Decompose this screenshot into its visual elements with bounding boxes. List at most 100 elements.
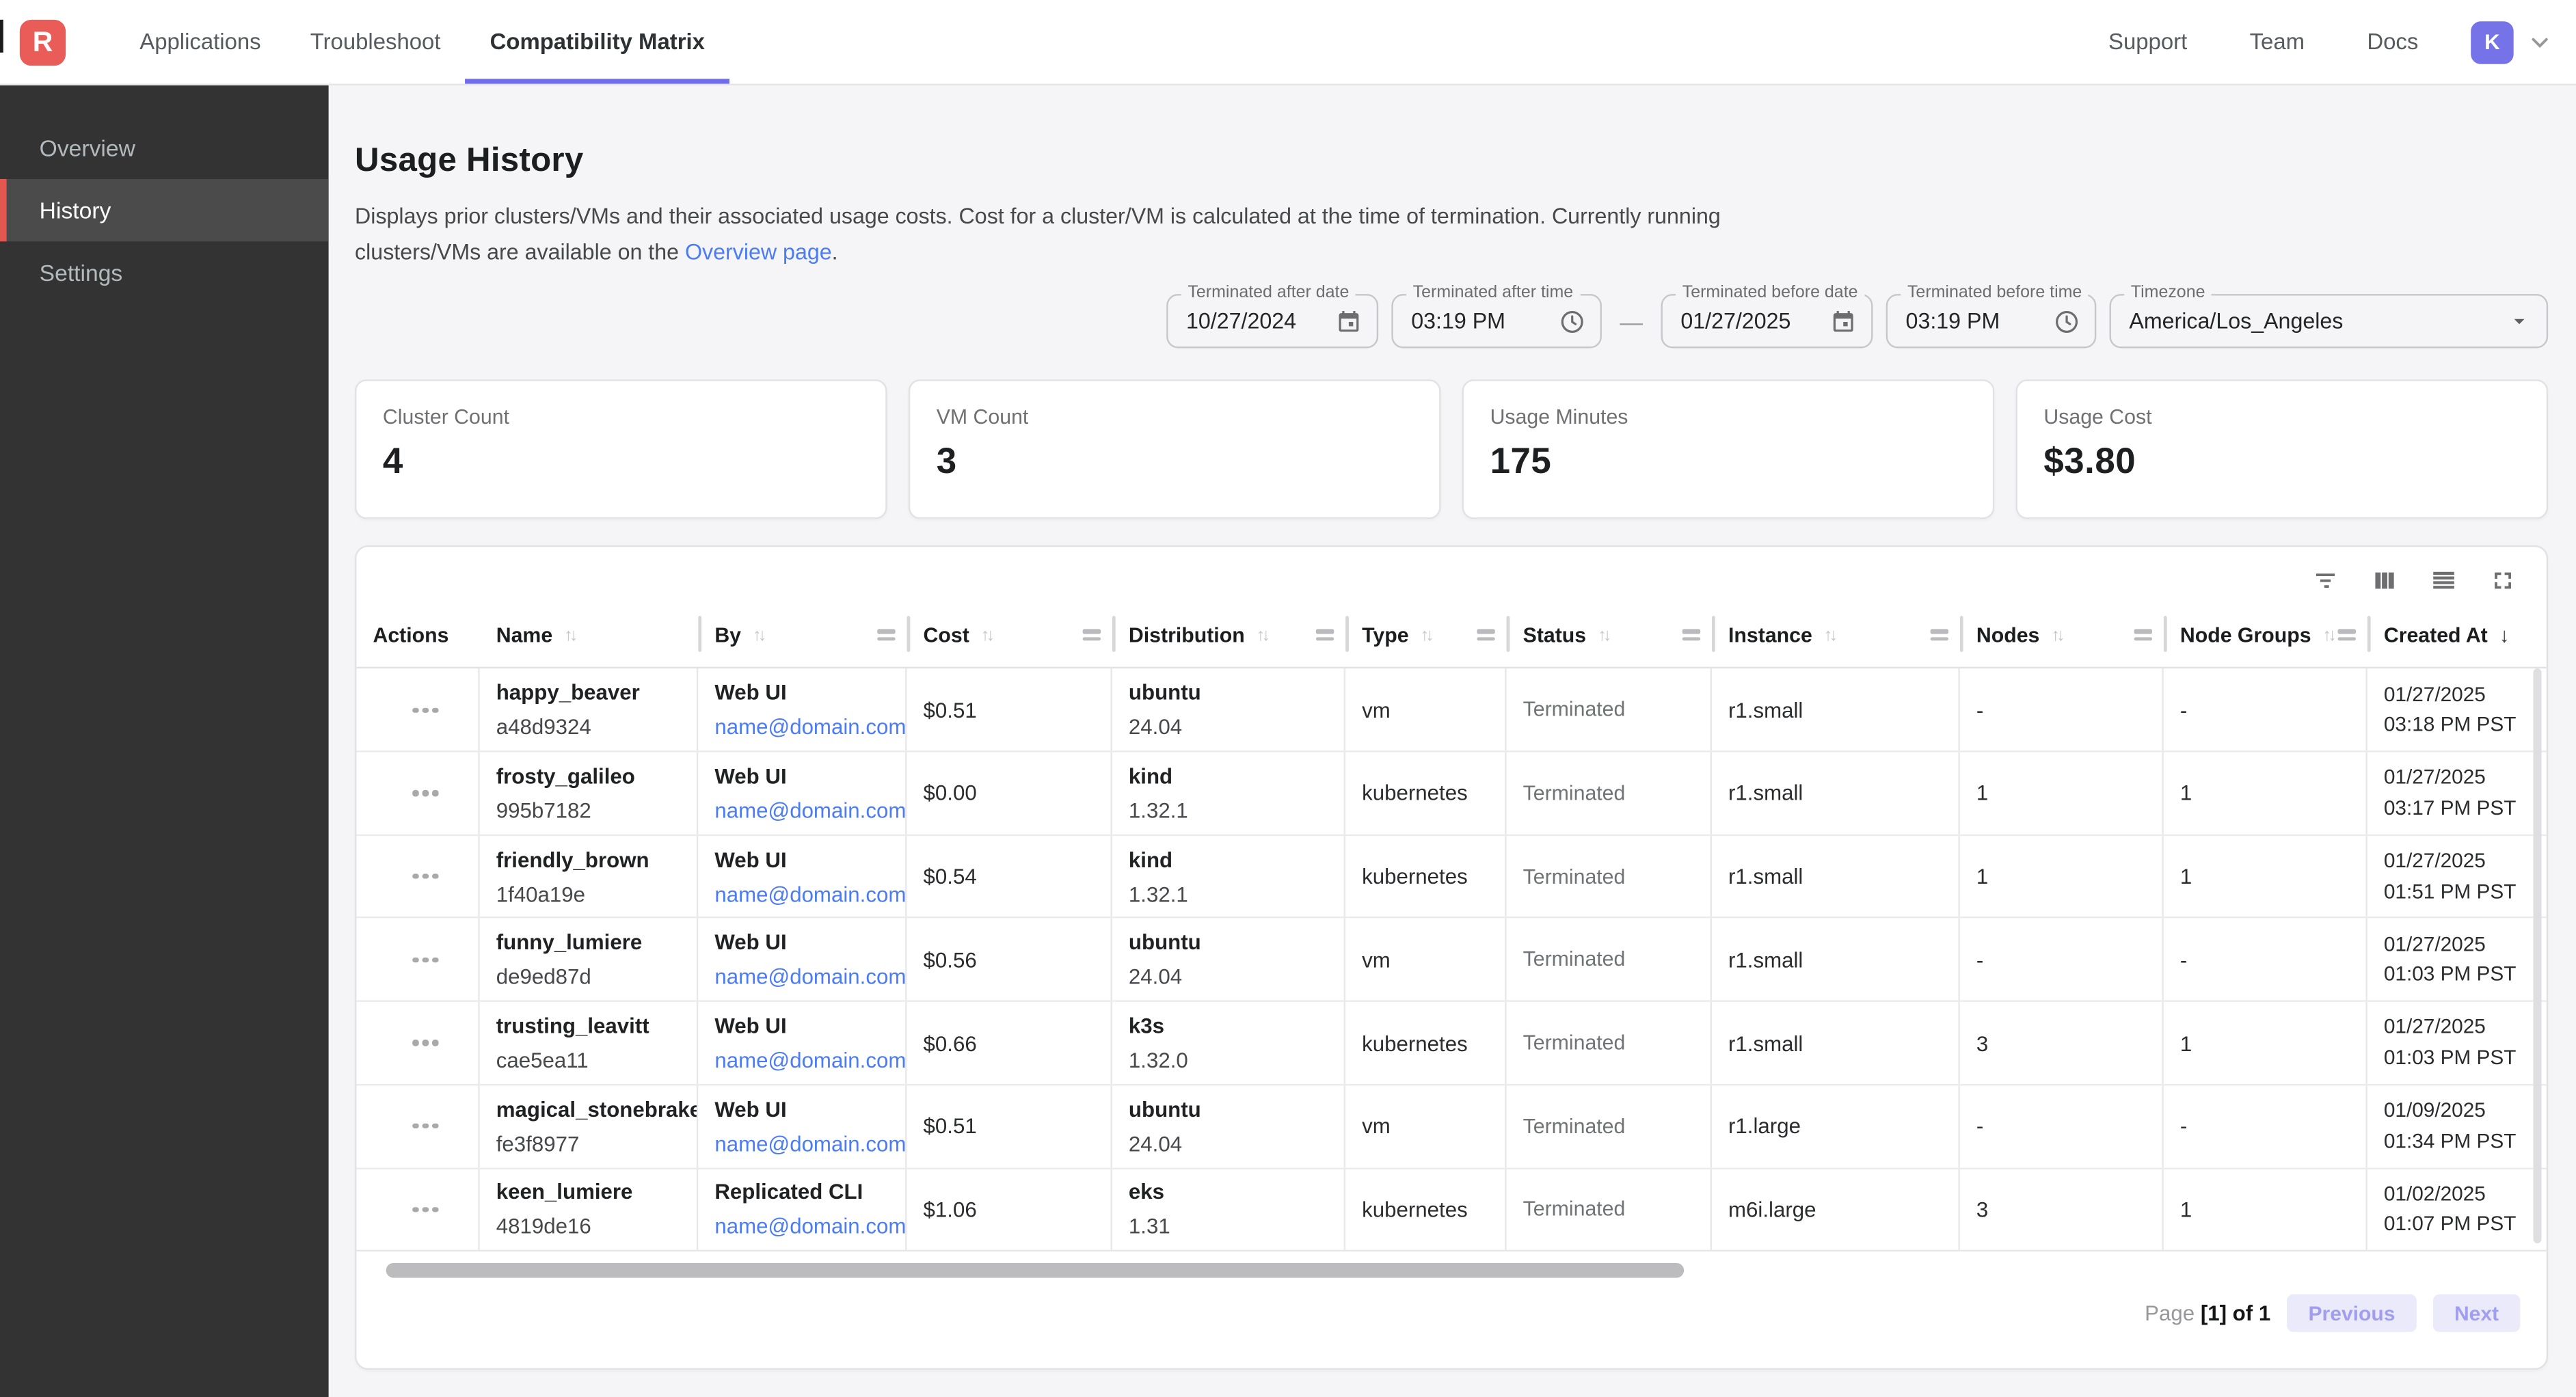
columns-icon[interactable] — [2371, 567, 2399, 595]
calendar-icon[interactable] — [1336, 309, 1362, 335]
row-actions-button[interactable] — [356, 1168, 480, 1251]
terminated-before-date-field[interactable]: Terminated before date 01/27/2025 — [1661, 284, 1873, 349]
column-menu-icon[interactable] — [2337, 629, 2356, 642]
fullscreen-icon[interactable] — [2489, 567, 2517, 595]
column-header-nodes[interactable]: Nodes ↑↓ — [1959, 603, 2164, 668]
cell-instance: m6i.large — [1712, 1168, 1960, 1251]
sort-icon[interactable]: ↑↓ — [1597, 625, 1611, 646]
column-header-distribution[interactable]: Distribution ↑↓ — [1112, 603, 1345, 668]
cell-cost: $1.06 — [907, 1168, 1112, 1251]
created-by-email-link[interactable]: name@domain.com — [714, 1130, 907, 1156]
sort-icon[interactable]: ↑↓ — [1420, 625, 1434, 646]
column-separator[interactable] — [1506, 616, 1510, 653]
nav-link-docs[interactable]: Docs — [2367, 29, 2419, 55]
created-by-email-link[interactable]: name@domain.com — [714, 964, 907, 990]
tab-troubleshoot[interactable]: Troubleshoot — [310, 29, 441, 55]
terminated-after-date-field[interactable]: Terminated after date 10/27/2024 — [1166, 284, 1379, 349]
row-actions-button[interactable] — [356, 835, 480, 918]
avatar[interactable]: K — [2471, 21, 2514, 64]
overview-page-link[interactable]: Overview page — [685, 239, 832, 265]
dropdown-arrow-icon[interactable] — [2507, 310, 2532, 334]
row-actions-button[interactable] — [356, 1085, 480, 1167]
column-separator[interactable] — [2367, 616, 2370, 653]
column-separator[interactable] — [1959, 616, 1963, 653]
nav-link-team[interactable]: Team — [2249, 29, 2305, 55]
chevron-down-icon[interactable] — [2527, 29, 2553, 55]
dot — [422, 790, 429, 796]
column-header-by[interactable]: By ↑↓ — [698, 603, 907, 668]
replicated-logo-icon[interactable]: R — [19, 18, 66, 65]
cell-instance: r1.large — [1712, 1085, 1960, 1167]
sort-icon[interactable]: ↑↓ — [980, 625, 995, 646]
dot — [422, 707, 429, 713]
column-separator[interactable] — [698, 616, 701, 653]
column-menu-icon[interactable] — [1082, 629, 1101, 642]
row-actions-button[interactable] — [356, 919, 480, 1001]
column-separator[interactable] — [1112, 616, 1115, 653]
cell-cost: $0.00 — [907, 752, 1112, 835]
created-by-email-link[interactable]: name@domain.com — [714, 1214, 907, 1239]
sort-icon[interactable]: ↑↓ — [2051, 625, 2065, 646]
terminated-after-time-field[interactable]: Terminated after time 03:19 PM — [1391, 284, 1602, 349]
sort-icon[interactable]: ↑↓ — [1256, 625, 1270, 646]
created-by-source: Web UI — [714, 763, 787, 789]
sort-icon[interactable]: ↑↓ — [1823, 625, 1838, 646]
horizontal-scrollbar[interactable] — [386, 1263, 1685, 1279]
created-by-email-link[interactable]: name@domain.com — [714, 714, 907, 740]
sidebar-item-settings[interactable]: Settings — [39, 259, 123, 286]
cell-instance: r1.small — [1712, 919, 1960, 1001]
cell-instance: r1.small — [1712, 1002, 1960, 1084]
created-by-email-link[interactable]: name@domain.com — [714, 881, 907, 906]
created-by-email-link[interactable]: name@domain.com — [714, 798, 907, 823]
column-header-status[interactable]: Status ↑↓ — [1506, 603, 1712, 668]
column-separator[interactable] — [907, 616, 910, 653]
column-menu-icon[interactable] — [877, 629, 896, 642]
column-separator[interactable] — [1711, 616, 1715, 653]
column-menu-icon[interactable] — [1930, 629, 1949, 642]
density-icon[interactable] — [2430, 567, 2458, 595]
cell-distribution: ubuntu 24.04 — [1112, 1085, 1346, 1167]
column-separator[interactable] — [2163, 616, 2166, 653]
filter-icon[interactable] — [2311, 567, 2339, 595]
column-menu-icon[interactable] — [1682, 629, 1701, 642]
sort-icon[interactable]: ↑↓ — [752, 625, 766, 646]
cell-cost: $0.51 — [907, 1085, 1112, 1167]
clock-icon[interactable] — [2054, 309, 2080, 335]
table-row: happy_beaver a48d9324 Web UI name@domain.co… — [356, 669, 2547, 752]
sort-icon[interactable]: ↑↓ — [564, 625, 578, 646]
column-separator[interactable] — [1345, 616, 1348, 653]
calendar-icon[interactable] — [1830, 309, 1856, 335]
previous-button[interactable]: Previous — [2287, 1294, 2417, 1333]
field-label: Terminated before date — [1676, 284, 1865, 303]
sort-icon[interactable]: ↑↓ — [2322, 625, 2336, 646]
vertical-scrollbar[interactable] — [2533, 669, 2542, 1245]
row-actions-button[interactable] — [356, 669, 480, 751]
tab-compatibility-matrix[interactable]: Compatibility Matrix — [465, 0, 729, 84]
status-badge: Terminated — [1522, 1197, 1626, 1221]
column-header-type[interactable]: Type ↑↓ — [1345, 603, 1506, 668]
column-header-created[interactable]: Created At ↓ — [2367, 603, 2527, 668]
column-menu-icon[interactable] — [2134, 629, 2153, 642]
column-menu-icon[interactable] — [1477, 629, 1495, 642]
sidebar-item-overview[interactable]: Overview — [39, 135, 135, 161]
cluster-id: 1f40a19e — [496, 881, 586, 906]
clock-icon[interactable] — [1559, 309, 1585, 335]
row-actions-button[interactable] — [356, 752, 480, 835]
sidebar-item-history[interactable]: History — [0, 178, 329, 242]
column-header-cost[interactable]: Cost ↑↓ — [907, 603, 1112, 668]
tab-applications[interactable]: Applications — [139, 29, 261, 55]
column-header-instance[interactable]: Instance ↑↓ — [1711, 603, 1960, 668]
sort-desc-icon[interactable]: ↓ — [2499, 623, 2510, 647]
next-button[interactable]: Next — [2432, 1294, 2521, 1333]
nav-link-support[interactable]: Support — [2108, 29, 2188, 55]
field-value: 03:19 PM — [1905, 309, 2000, 334]
cell-created-at: 01/27/2025 01:03 PM PST — [2367, 1002, 2527, 1083]
column-menu-icon[interactable] — [1315, 629, 1334, 642]
column-header-name[interactable]: Name ↑↓ — [480, 603, 699, 668]
created-by-email-link[interactable]: name@domain.com — [714, 1048, 907, 1073]
status-badge: Terminated — [1522, 781, 1626, 805]
column-header-node_groups[interactable]: Node Groups ↑↓ — [2163, 603, 2367, 668]
row-actions-button[interactable] — [356, 1002, 480, 1084]
terminated-before-time-field[interactable]: Terminated before time 03:19 PM — [1886, 284, 2097, 349]
timezone-select[interactable]: Timezone America/Los_Angeles — [2109, 284, 2549, 349]
